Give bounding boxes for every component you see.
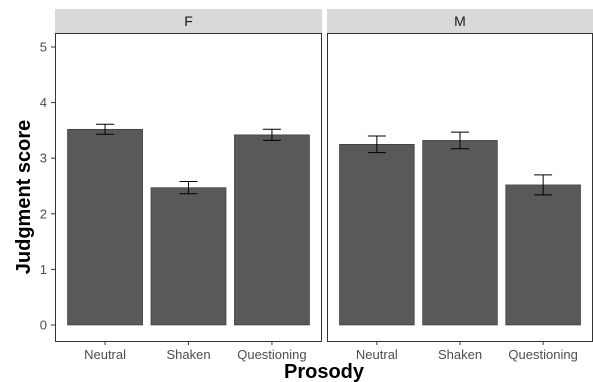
error-bar [96, 123, 115, 135]
panel-border [55, 33, 322, 342]
bar-f-questioning [234, 134, 310, 326]
x-tick-label: Neutral [356, 347, 398, 362]
error-bar [367, 135, 386, 154]
y-tick-label: 5 [40, 40, 47, 55]
x-tick-label: Questioning [237, 347, 306, 362]
error-bar [262, 128, 281, 141]
y-tick-label: 1 [40, 262, 47, 277]
chart-panels: F Neutral Shaken Questioning 0 1 2 3 4 5 M Neutral S… [40, 9, 593, 362]
bar-m-shaken [422, 140, 498, 326]
bar-m-questioning [505, 184, 581, 326]
x-axis-title: Prosody [284, 361, 365, 382]
x-tick-label: Shaken [438, 347, 482, 362]
x-tick-label: Neutral [84, 347, 126, 362]
error-bar [179, 181, 198, 195]
y-tick-label: 0 [40, 318, 47, 333]
facet-strip-label: F [184, 13, 193, 29]
error-bar [451, 131, 469, 150]
y-tick-label: 3 [40, 151, 47, 166]
y-tick-label: 2 [40, 206, 47, 221]
x-tick-label: Questioning [508, 347, 577, 362]
facet-panel-f: F Neutral Shaken Questioning 0 1 2 3 4 5 [40, 9, 322, 362]
facet-strip-label: M [454, 13, 466, 29]
error-bar [534, 174, 553, 196]
facet-strip [327, 9, 593, 33]
y-tick-label: 4 [40, 95, 47, 110]
x-tick-label: Shaken [166, 347, 210, 362]
y-axis-title: Judgment score [13, 120, 35, 274]
facet-panel-m: M Neutral Shaken Questioning [327, 9, 593, 362]
bar-f-shaken [150, 187, 227, 326]
bar-f-neutral [67, 128, 143, 326]
bar-m-neutral [339, 144, 415, 326]
facet-strip [55, 9, 322, 33]
